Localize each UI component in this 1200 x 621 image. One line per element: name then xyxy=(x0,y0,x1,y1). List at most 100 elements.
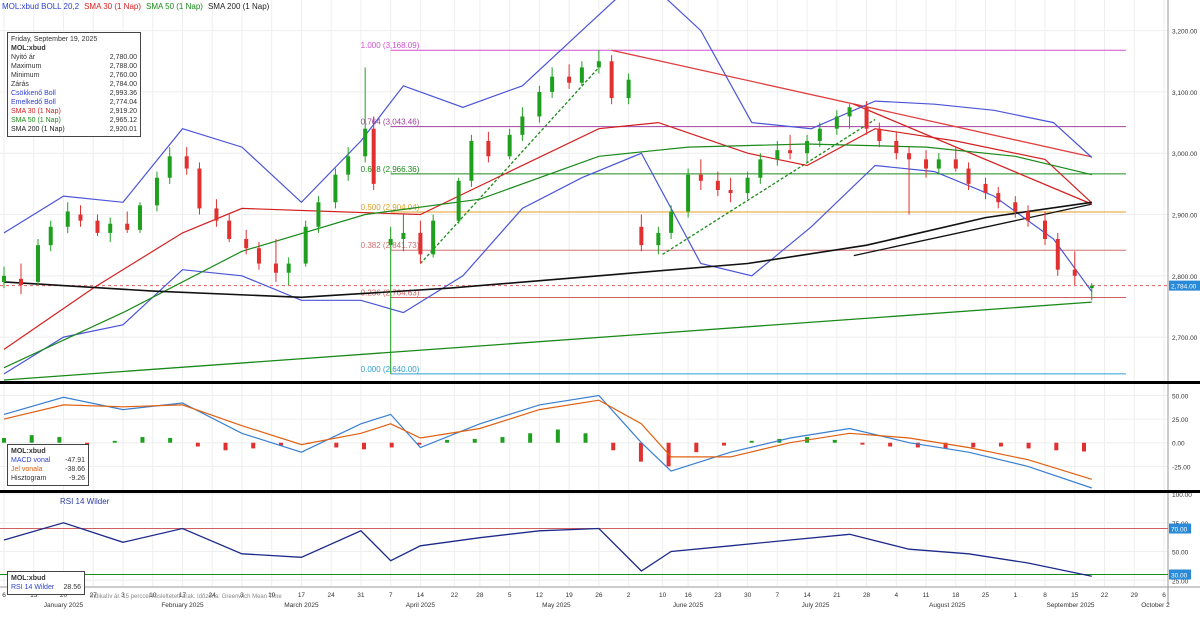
histogram-bar xyxy=(722,442,726,446)
x-tick-label: 20 xyxy=(60,592,68,599)
candle-body xyxy=(966,168,971,184)
macd-histogram xyxy=(2,429,1086,467)
candle-body xyxy=(456,180,461,221)
candle-body xyxy=(273,263,278,273)
histogram-bar xyxy=(472,438,477,443)
month-label: October 2 xyxy=(1141,602,1170,609)
candle-body xyxy=(363,128,368,157)
candle-body xyxy=(469,140,474,181)
histogram-bar xyxy=(860,442,865,445)
candle-body xyxy=(953,159,958,169)
info-row: Hisztogram -9.26 xyxy=(11,474,85,483)
info-row-value: -47.91 xyxy=(65,457,85,464)
x-tick-label: 17 xyxy=(298,592,306,599)
candle-body xyxy=(316,202,321,227)
trendline-resistance xyxy=(611,49,1092,158)
info-date: Friday, September 19, 2025 xyxy=(11,36,98,43)
candles xyxy=(2,50,1094,374)
histogram-bar xyxy=(1054,442,1059,451)
macd-box: MOL:xbud MACD vonal -47.91 Jel vonala -38.6… xyxy=(7,444,89,486)
x-tick-label: 13 xyxy=(30,592,38,599)
info-row-value: 2,784.00 xyxy=(109,81,137,88)
rsi-box-label: RSI 14 Wilder xyxy=(11,584,55,591)
info-row: Minimum 2,760.00 xyxy=(11,71,137,80)
x-tick-label: 26 xyxy=(595,592,603,599)
histogram-bar xyxy=(749,440,754,443)
histogram-bar xyxy=(389,442,394,448)
x-tick-label: 10 xyxy=(659,592,667,599)
candle-body xyxy=(108,223,113,233)
candle-body xyxy=(35,245,40,282)
candle-body xyxy=(669,211,674,233)
candle-body xyxy=(520,116,525,135)
rsi-line xyxy=(3,522,1092,577)
candle-body xyxy=(996,193,1001,203)
info-row-value: 2,965.12 xyxy=(109,117,137,124)
candle-body xyxy=(788,150,793,154)
candle-body xyxy=(507,134,512,157)
x-tick-label: 19 xyxy=(566,592,574,599)
x-tick-label: 27 xyxy=(90,592,98,599)
x-tick-label: 22 xyxy=(1101,592,1109,599)
rsi-reference-tag xyxy=(1169,523,1191,534)
candle-body xyxy=(65,211,70,227)
info-row-label: Minimum xyxy=(11,72,40,79)
x-tick-label: 1 xyxy=(1013,592,1017,599)
candle-body xyxy=(1055,239,1060,270)
candle-body xyxy=(537,91,542,117)
panel-divider xyxy=(0,490,1200,493)
histogram-bar xyxy=(168,438,173,443)
month-label: September 2025 xyxy=(1046,602,1094,609)
histogram-bar xyxy=(611,442,616,451)
signal-line xyxy=(3,399,1092,480)
x-tick-label: 28 xyxy=(863,592,871,599)
histogram-bar xyxy=(445,439,450,443)
info-row-value: -9.26 xyxy=(69,475,85,482)
info-row: Csökkenő Boll 2,993.36 xyxy=(11,89,137,98)
macd-line xyxy=(3,394,1092,489)
candle-body xyxy=(78,214,83,221)
candle-body xyxy=(609,61,614,99)
info-row: Jel vonala -38.66 xyxy=(11,465,85,474)
info-row: Nyitó ár 2,780.00 xyxy=(11,53,137,62)
x-tick-label: 5 xyxy=(508,592,512,599)
candle-body xyxy=(431,220,436,255)
candle-body xyxy=(728,190,733,194)
candle-body xyxy=(775,150,780,160)
x-tick-label: 31 xyxy=(357,592,365,599)
histogram-bar xyxy=(140,437,145,443)
x-tick-label: 6 xyxy=(2,592,6,599)
info-row-label: SMA 30 (1 Nap) xyxy=(11,108,61,115)
histogram-bar xyxy=(832,439,837,443)
y-tick-label: 2,900.00 xyxy=(1172,213,1198,220)
histogram-bar xyxy=(112,440,117,443)
candle-body xyxy=(550,76,555,92)
info-row-label: SMA 50 (1 Nap) xyxy=(11,117,61,124)
x-tick-label: 17 xyxy=(179,592,187,599)
rsi-box: MOL:xbud RSI 14 Wilder 28.56 xyxy=(7,571,85,595)
rsi-reference-label: 30.00 xyxy=(1171,573,1188,580)
histogram-bar xyxy=(1026,442,1031,449)
info-row-label: Hisztogram xyxy=(11,475,47,482)
histogram-bar xyxy=(500,437,505,443)
info-row-label: Nyitó ár xyxy=(11,54,36,61)
rsi-symbol: MOL:xbud xyxy=(11,575,46,582)
candle-body xyxy=(18,278,23,285)
candle-body xyxy=(286,263,291,273)
rsi-reference-label: 70.00 xyxy=(1171,527,1188,534)
candle-body xyxy=(1043,220,1048,240)
y-tick-label: 3,200.00 xyxy=(1172,29,1198,36)
y-tick-label: 100.00 xyxy=(1172,492,1192,499)
info-row: SMA 50 (1 Nap) 2,965.12 xyxy=(11,116,137,125)
trendline-channel-2 xyxy=(662,118,876,255)
x-tick-label: 2 xyxy=(627,592,631,599)
info-row-value: 2,780.00 xyxy=(109,54,137,61)
histogram-bar xyxy=(583,433,588,443)
candle-body xyxy=(388,239,393,246)
candle-body xyxy=(371,128,376,184)
macd-symbol: MOL:xbud xyxy=(11,448,46,455)
info-row-label: MACD vonal xyxy=(11,457,51,464)
x-tick-label: 21 xyxy=(833,592,841,599)
candle-body xyxy=(303,226,308,264)
info-row-value: 2,760.00 xyxy=(109,72,137,79)
